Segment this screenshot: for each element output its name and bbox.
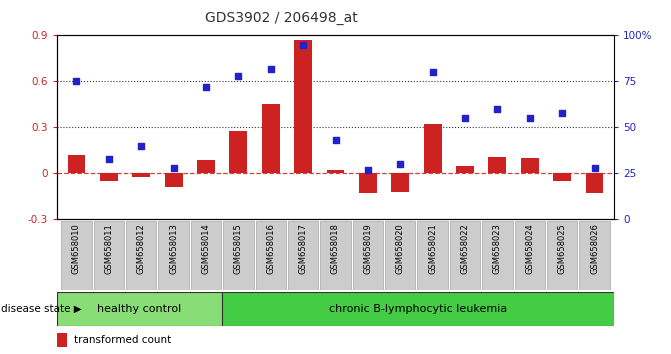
Text: GSM658020: GSM658020 [396,223,405,274]
Bar [222,292,614,326]
Text: GDS3902 / 206498_at: GDS3902 / 206498_at [205,11,358,25]
Bar [229,131,248,173]
Text: GSM658015: GSM658015 [234,223,243,274]
Bar [391,173,409,192]
Bar [456,166,474,173]
Bar [262,104,280,173]
Bar [359,173,377,193]
Bar [423,124,442,173]
Text: GSM658026: GSM658026 [590,223,599,274]
Point [557,110,568,115]
Text: healthy control: healthy control [97,304,182,314]
Bar [327,170,344,173]
Text: GSM658022: GSM658022 [460,223,470,274]
Bar [586,173,603,193]
Point [362,167,373,173]
Point [136,143,146,149]
Point [589,165,600,171]
Text: GSM658021: GSM658021 [428,223,437,274]
Point [233,73,244,79]
Bar [288,221,318,290]
Bar [223,221,254,290]
Bar [61,221,92,290]
Point [460,115,470,121]
Text: transformed count: transformed count [74,335,171,345]
Bar [521,158,539,173]
Bar [515,221,545,290]
Point [265,66,276,72]
Text: GSM658014: GSM658014 [201,223,211,274]
Bar [554,173,571,181]
Text: GSM658012: GSM658012 [137,223,146,274]
Bar [417,221,448,290]
Text: GSM658024: GSM658024 [525,223,534,274]
Bar [126,221,156,290]
Bar [579,221,610,290]
Text: GSM658018: GSM658018 [331,223,340,274]
Bar [482,221,513,290]
Point [201,84,211,90]
Bar [488,156,507,173]
Text: GSM658023: GSM658023 [493,223,502,274]
Bar [100,173,117,181]
Bar [94,221,124,290]
Text: GSM658025: GSM658025 [558,223,566,274]
Text: GSM658019: GSM658019 [364,223,372,274]
Bar [197,160,215,173]
Bar [57,292,222,326]
Point [330,137,341,143]
Bar [320,221,351,290]
Point [71,79,82,84]
Text: GSM658013: GSM658013 [169,223,178,274]
Bar [158,221,189,290]
Text: GSM658017: GSM658017 [299,223,307,274]
Bar [294,40,312,173]
Bar [68,155,85,173]
Bar [256,221,286,290]
Text: disease state ▶: disease state ▶ [1,304,81,314]
Bar [450,221,480,290]
Point [168,165,179,171]
Point [103,156,114,161]
Bar [385,221,415,290]
Point [395,161,406,167]
Text: GSM658011: GSM658011 [105,223,113,274]
Text: chronic B-lymphocytic leukemia: chronic B-lymphocytic leukemia [329,304,507,314]
Point [427,69,438,75]
Text: GSM658010: GSM658010 [72,223,81,274]
Bar [353,221,383,290]
Bar [547,221,577,290]
Bar [132,173,150,177]
Bar [191,221,221,290]
Point [298,42,309,47]
Bar [57,333,67,347]
Bar [164,173,183,187]
Point [525,115,535,121]
Point [492,106,503,112]
Text: GSM658016: GSM658016 [266,223,275,274]
